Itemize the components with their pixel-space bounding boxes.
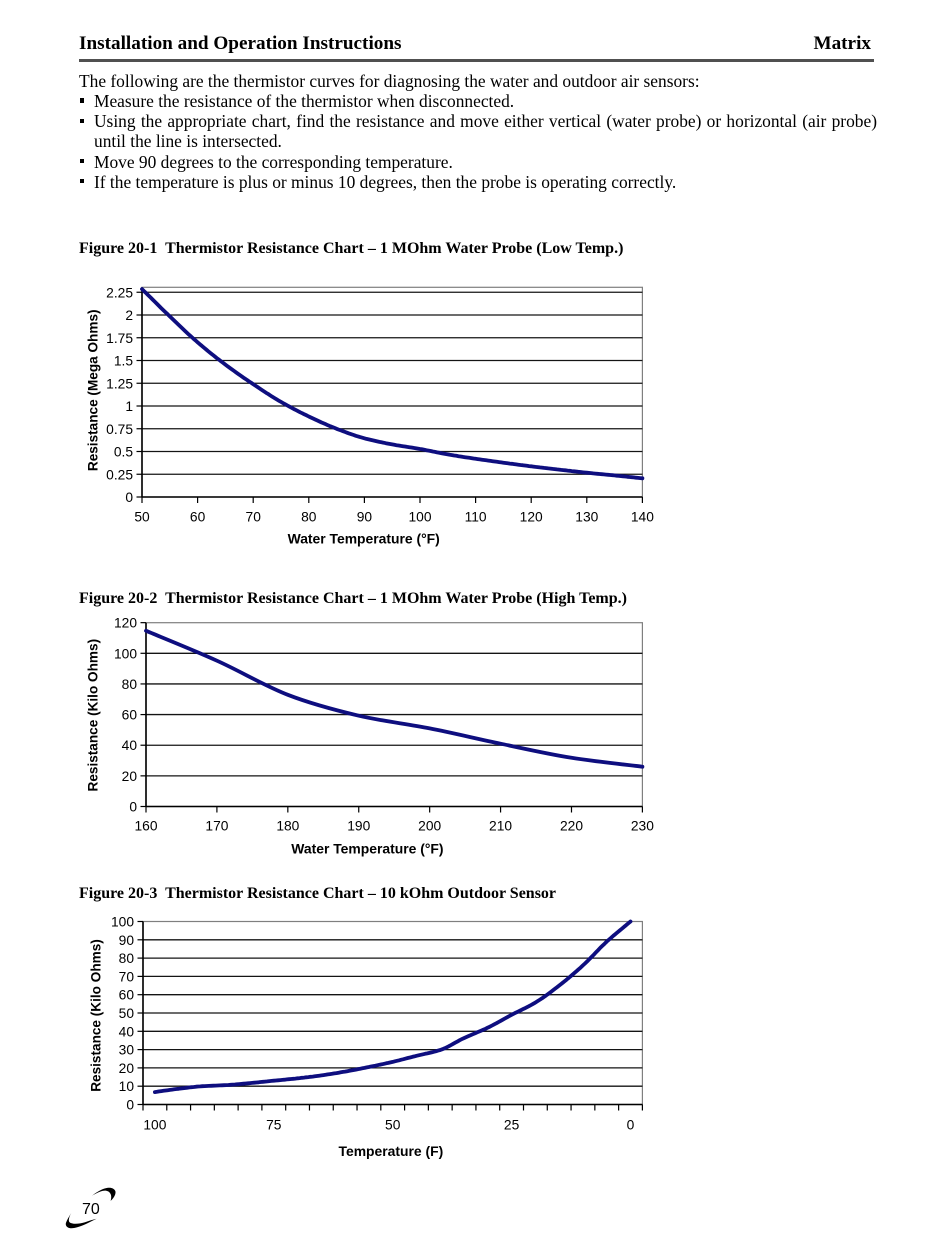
svg-text:25: 25: [504, 1117, 520, 1132]
svg-text:0: 0: [125, 490, 133, 505]
svg-text:20: 20: [119, 1061, 135, 1076]
svg-text:100: 100: [143, 1117, 166, 1132]
svg-text:110: 110: [465, 509, 487, 524]
svg-text:220: 220: [560, 818, 583, 833]
svg-text:75: 75: [266, 1117, 282, 1132]
svg-text:100: 100: [408, 509, 431, 524]
svg-text:160: 160: [134, 818, 157, 833]
svg-text:70: 70: [246, 509, 262, 524]
svg-text:200: 200: [418, 818, 441, 833]
svg-text:50: 50: [385, 1117, 401, 1132]
svg-text:80: 80: [122, 677, 138, 692]
svg-text:1.25: 1.25: [106, 376, 133, 391]
svg-text:2.25: 2.25: [106, 285, 133, 300]
svg-text:180: 180: [276, 818, 299, 833]
svg-text:90: 90: [357, 509, 373, 524]
svg-text:1: 1: [125, 399, 133, 414]
svg-text:1.75: 1.75: [106, 331, 133, 346]
svg-text:60: 60: [122, 708, 138, 723]
svg-text:0: 0: [627, 1117, 635, 1132]
svg-text:170: 170: [205, 818, 228, 833]
svg-text:40: 40: [122, 738, 138, 753]
svg-text:Resistance (Kilo Ohms): Resistance (Kilo Ohms): [89, 939, 104, 1092]
svg-text:2: 2: [125, 308, 133, 323]
svg-text:40: 40: [119, 1024, 135, 1039]
svg-text:0.25: 0.25: [106, 467, 133, 482]
svg-text:80: 80: [301, 509, 317, 524]
svg-text:Water Temperature (°F): Water Temperature (°F): [288, 531, 440, 547]
svg-text:20: 20: [122, 769, 138, 784]
svg-text:Resistance (Mega Ohms): Resistance (Mega Ohms): [86, 309, 101, 471]
svg-text:Temperature (F): Temperature (F): [339, 1143, 444, 1159]
svg-text:Resistance (Kilo Ohms): Resistance (Kilo Ohms): [85, 639, 100, 792]
svg-text:210: 210: [489, 818, 512, 833]
svg-text:70: 70: [119, 969, 135, 984]
svg-text:70: 70: [82, 1201, 100, 1218]
svg-text:Water Temperature (°F): Water Temperature (°F): [291, 841, 443, 857]
svg-text:50: 50: [119, 1006, 135, 1021]
svg-text:190: 190: [347, 818, 370, 833]
svg-text:120: 120: [520, 509, 543, 524]
svg-text:0: 0: [126, 1098, 134, 1113]
svg-text:60: 60: [119, 988, 135, 1003]
svg-text:100: 100: [111, 915, 134, 930]
svg-text:90: 90: [119, 933, 135, 948]
svg-text:0.5: 0.5: [114, 445, 134, 460]
svg-text:0.75: 0.75: [106, 422, 133, 437]
svg-text:140: 140: [631, 509, 654, 524]
svg-text:230: 230: [631, 818, 654, 833]
svg-text:1.5: 1.5: [114, 354, 134, 369]
svg-text:120: 120: [114, 616, 137, 631]
svg-text:80: 80: [119, 951, 135, 966]
svg-text:30: 30: [119, 1043, 135, 1058]
svg-text:10: 10: [119, 1079, 135, 1094]
svg-text:100: 100: [114, 646, 137, 661]
svg-text:50: 50: [134, 509, 150, 524]
svg-text:0: 0: [129, 800, 137, 815]
svg-text:130: 130: [575, 509, 598, 524]
svg-text:60: 60: [190, 509, 206, 524]
